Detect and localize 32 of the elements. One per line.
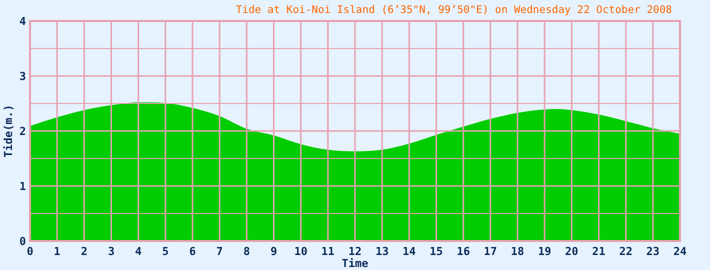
x-tick-label: 6 [189, 245, 196, 258]
x-tick-label: 9 [270, 245, 278, 258]
x-tick-label: 2 [80, 245, 88, 258]
x-tick-label: 5 [162, 245, 169, 258]
x-tick-label: 3 [108, 245, 115, 258]
chart-title: Tide at Koi-Noi Island (6’35"N, 99’50"E) on Wednesday 22 October 2008 [236, 4, 672, 16]
x-tick-label: 19 [538, 245, 552, 258]
x-tick-label: 13 [375, 245, 389, 258]
x-tick-label: 10 [294, 245, 308, 258]
x-axis-title: Time [342, 257, 369, 270]
x-tick-label: 20 [565, 245, 578, 258]
x-tick-label: 15 [430, 245, 443, 258]
x-tick-label: 4 [135, 245, 142, 258]
x-tick-label: 22 [619, 245, 632, 258]
x-tick-label: 12 [348, 245, 362, 258]
x-tick-label: 17 [484, 245, 498, 258]
y-axis-title: Tide(m.) [2, 104, 15, 158]
x-tick-label: 24 [673, 245, 687, 258]
x-tick-label: 8 [243, 245, 250, 258]
x-tick-label: 7 [216, 245, 223, 258]
x-tick-label: 11 [321, 245, 335, 258]
y-tick-label: 3 [19, 70, 26, 83]
y-tick-label: 1 [19, 180, 26, 193]
x-tick-label: 21 [592, 245, 606, 258]
x-tick-label: 18 [510, 245, 524, 258]
y-tick-label: 2 [19, 125, 26, 138]
y-tick-label: 4 [19, 15, 26, 28]
x-tick-label: 23 [646, 245, 660, 258]
x-tick-label: 1 [54, 245, 61, 258]
x-tick-label: 14 [402, 245, 416, 258]
x-tick-label: 16 [456, 245, 470, 258]
y-tick-label: 0 [19, 235, 26, 248]
